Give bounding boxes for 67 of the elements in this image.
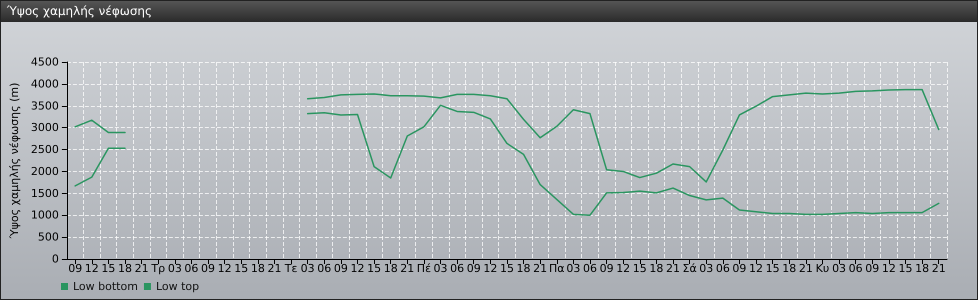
x-tick-label: Τρ	[150, 262, 166, 275]
y-axis-title: Ύψος χαμηλής νέφωσης (m)	[8, 82, 21, 240]
x-tick-label: Πέ	[416, 262, 432, 275]
y-tick-label: 2500	[30, 143, 59, 156]
x-tick-label: 21	[798, 262, 813, 275]
x-tick-label: Τε	[284, 262, 298, 275]
y-tick-label: 1000	[30, 208, 59, 222]
x-tick-label: 03	[434, 262, 448, 275]
y-tick-label: 4000	[30, 77, 59, 90]
y-tick-label: 0	[52, 252, 59, 266]
x-tick-label: 09	[201, 262, 216, 275]
x-tick-label: 03	[168, 262, 182, 275]
x-tick-label: 15	[367, 262, 382, 275]
legend-label: Low bottom	[73, 280, 138, 293]
x-tick-label: 12	[350, 262, 364, 275]
y-tick-label: 3500	[30, 99, 59, 112]
x-tick-label: 06	[582, 262, 597, 275]
x-tick-label: 12	[882, 262, 896, 275]
x-tick-label: 09	[732, 262, 746, 275]
x-tick-label: 18	[649, 262, 664, 275]
x-tick-label: 18	[915, 262, 930, 275]
x-tick-label: Κυ	[816, 262, 830, 275]
x-tick-label: 03	[699, 262, 714, 275]
x-tick-label: 03	[832, 262, 846, 275]
x-tick-label: 18	[118, 262, 132, 275]
y-tick-label: 4500	[30, 56, 59, 68]
x-tick-label: 15	[632, 262, 647, 275]
x-tick-label: 18	[250, 262, 265, 275]
x-tick-label: 15	[766, 262, 780, 275]
x-tick-label: Σά	[682, 262, 697, 275]
y-tick-label: 2000	[30, 164, 59, 178]
x-tick-label: Πα	[549, 262, 565, 275]
x-tick-label: 18	[782, 262, 796, 275]
chart-title: Ύψος χαμηλής νέφωσης	[1, 1, 977, 22]
y-tick-label: 1500	[30, 186, 59, 200]
x-tick-label: 12	[483, 262, 498, 275]
legend-label: Low top	[156, 280, 200, 293]
x-tick-label: 06	[848, 262, 863, 275]
x-tick-label: 21	[267, 262, 282, 275]
x-tick-label: 06	[450, 262, 464, 275]
x-tick-label: 18	[384, 262, 398, 275]
y-tick-label: 3000	[30, 121, 59, 134]
x-tick-label: 12	[84, 262, 99, 275]
x-tick-label: 09	[334, 262, 348, 275]
x-tick-label: 21	[932, 262, 946, 275]
x-tick-label: 15	[234, 262, 248, 275]
x-tick-label: 03	[300, 262, 315, 275]
x-tick-label: 21	[400, 262, 414, 275]
x-tick-label: 21	[134, 262, 149, 275]
x-tick-label: 06	[317, 262, 332, 275]
x-tick-label: 09	[600, 262, 614, 275]
x-tick-label: 15	[898, 262, 912, 275]
x-tick-label: 03	[566, 262, 580, 275]
x-tick-label: 18	[516, 262, 531, 275]
x-tick-label: 09	[466, 262, 481, 275]
x-tick-label: 12	[749, 262, 764, 275]
x-tick-label: 06	[184, 262, 198, 275]
x-tick-label: 21	[533, 262, 548, 275]
y-tick-label: 500	[38, 230, 59, 244]
x-tick-label: 15	[101, 262, 116, 275]
x-tick-label: 12	[218, 262, 232, 275]
x-tick-label: 06	[716, 262, 730, 275]
x-tick-label: 09	[68, 262, 82, 275]
x-tick-label: 15	[500, 262, 514, 275]
x-tick-label: 21	[666, 262, 680, 275]
x-tick-label: 12	[616, 262, 630, 275]
x-tick-label: 09	[865, 262, 880, 275]
